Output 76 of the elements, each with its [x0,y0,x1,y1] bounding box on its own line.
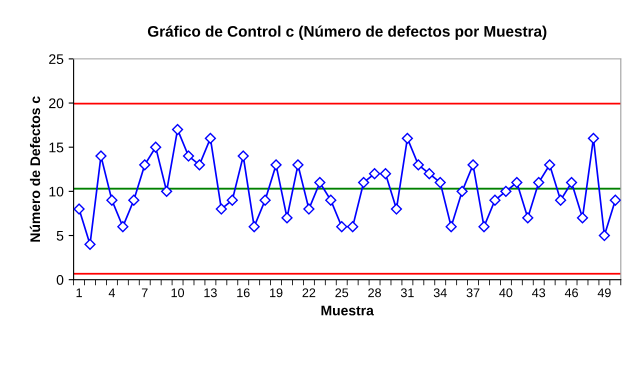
point [588,132,600,144]
point [260,194,271,206]
x-tick-label: 13 [204,288,217,298]
point [106,194,118,206]
point [117,221,128,232]
point [500,186,512,197]
x-tick-label: 1 [76,288,82,298]
point [281,212,293,224]
x-tick-label: 19 [270,288,282,298]
point [292,159,304,170]
point [402,132,413,144]
point [204,132,216,144]
point [95,150,107,162]
x-tick-label: 43 [532,288,546,298]
point [478,221,490,232]
point [150,142,162,153]
point [194,159,206,170]
point [216,203,227,215]
x-tick-label: 10 [172,288,184,298]
point [412,159,424,170]
point [566,176,578,188]
x-tick-label: 22 [302,288,316,298]
point [238,150,249,162]
point [325,194,336,206]
x-tick-label: 49 [598,288,611,298]
point [380,168,392,180]
point [226,194,238,206]
y-tick-label: 10 [49,186,64,197]
point [270,159,282,170]
x-tick-label: 46 [564,288,578,298]
point [248,221,260,232]
chart-title: Gráfico de Control c (Número de defectos por Muestra) [148,25,546,40]
point [522,212,534,224]
point [347,221,358,232]
point [314,176,326,188]
x-tick-label: 28 [368,288,381,298]
x-tick-label: 31 [400,288,414,298]
point [424,168,435,180]
x-tick-label: 16 [237,288,250,298]
point [446,221,457,232]
point [456,186,468,197]
point [336,221,348,232]
x-tick-label: 40 [499,288,512,298]
x-tick-label: 34 [434,288,447,298]
point [610,194,621,206]
point [161,186,172,197]
x-axis-title: Muestra [322,306,374,316]
y-axis-title: Número de Defectos c [30,96,40,242]
x-tick-label: 37 [466,288,480,298]
point [390,203,402,215]
point [358,176,370,188]
x-tick-label: 4 [108,288,116,298]
point [544,159,556,170]
point [84,238,96,250]
point [511,176,522,188]
point [598,230,610,242]
point [172,124,184,136]
y-tick-label: 25 [49,54,64,64]
point [182,150,194,162]
point [555,194,566,206]
point [128,194,140,206]
point [303,203,314,215]
x-tick-label: 25 [335,288,348,298]
y-tick-label: 0 [56,275,64,285]
y-tick-label: 20 [49,98,64,108]
point [74,203,85,215]
point [533,176,544,188]
y-tick-label: 5 [56,230,64,241]
point [368,168,380,180]
point [467,159,479,170]
point [139,159,150,170]
point [576,212,588,224]
point [434,176,446,188]
point [489,194,501,206]
x-tick-label: 7 [142,288,148,298]
y-tick-label: 15 [49,142,64,152]
